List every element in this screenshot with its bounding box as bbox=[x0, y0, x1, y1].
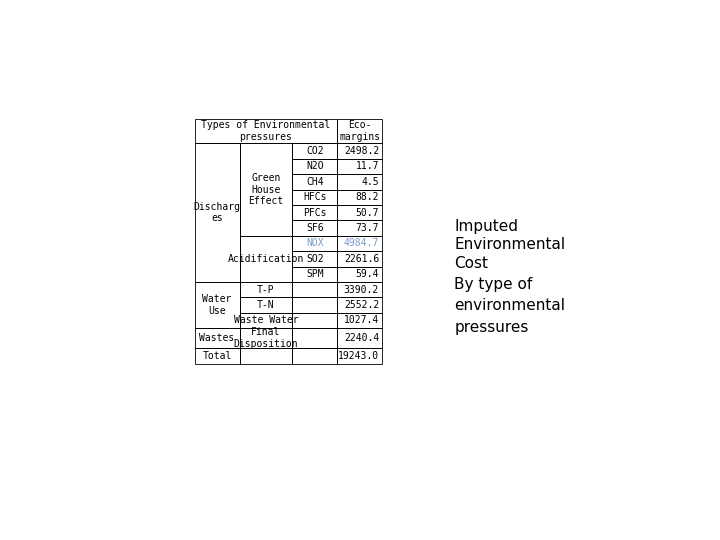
Bar bbox=[337, 328, 382, 348]
Text: CO2: CO2 bbox=[306, 146, 323, 156]
Text: 4.5: 4.5 bbox=[361, 177, 379, 187]
Text: 11.7: 11.7 bbox=[356, 161, 379, 171]
Text: Water
Use: Water Use bbox=[202, 294, 232, 316]
Bar bbox=[337, 282, 382, 298]
Bar bbox=[240, 328, 292, 348]
Text: 73.7: 73.7 bbox=[356, 223, 379, 233]
Bar bbox=[337, 159, 382, 174]
Text: 88.2: 88.2 bbox=[356, 192, 379, 202]
Text: 50.7: 50.7 bbox=[356, 208, 379, 218]
Bar bbox=[337, 348, 382, 363]
Bar bbox=[337, 298, 382, 313]
Bar bbox=[337, 205, 382, 220]
Text: NOX: NOX bbox=[306, 239, 323, 248]
Bar bbox=[292, 313, 337, 328]
Text: Total: Total bbox=[202, 351, 232, 361]
Text: Wastes: Wastes bbox=[199, 333, 235, 343]
Bar bbox=[194, 328, 240, 348]
Bar bbox=[337, 174, 382, 190]
Bar bbox=[292, 143, 337, 159]
Bar bbox=[240, 282, 292, 298]
Bar bbox=[194, 282, 240, 328]
Bar bbox=[194, 119, 337, 143]
Text: Green
House
Effect: Green House Effect bbox=[248, 173, 284, 206]
Text: SF6: SF6 bbox=[306, 223, 323, 233]
Text: Types of Environmental
pressures: Types of Environmental pressures bbox=[202, 120, 330, 142]
Text: CH4: CH4 bbox=[306, 177, 323, 187]
Bar bbox=[240, 298, 292, 313]
Text: T-P: T-P bbox=[257, 285, 275, 295]
Text: 2498.2: 2498.2 bbox=[344, 146, 379, 156]
Bar bbox=[292, 328, 337, 348]
Text: Final
Disposition: Final Disposition bbox=[233, 327, 298, 349]
Bar bbox=[292, 159, 337, 174]
Text: 2261.6: 2261.6 bbox=[344, 254, 379, 264]
Bar bbox=[337, 313, 382, 328]
Text: 1027.4: 1027.4 bbox=[344, 315, 379, 326]
Text: 2240.4: 2240.4 bbox=[344, 333, 379, 343]
Bar bbox=[337, 190, 382, 205]
Bar bbox=[337, 220, 382, 236]
Bar bbox=[240, 143, 292, 236]
Text: 19243.0: 19243.0 bbox=[338, 351, 379, 361]
Bar bbox=[337, 119, 382, 143]
Bar bbox=[292, 236, 337, 251]
Text: environmental: environmental bbox=[454, 298, 565, 313]
Text: 2552.2: 2552.2 bbox=[344, 300, 379, 310]
Text: Acidification: Acidification bbox=[228, 254, 304, 264]
Text: By type of: By type of bbox=[454, 276, 533, 292]
Bar bbox=[292, 190, 337, 205]
Bar bbox=[292, 251, 337, 267]
Text: HFCs: HFCs bbox=[303, 192, 326, 202]
Text: 59.4: 59.4 bbox=[356, 269, 379, 279]
Text: Imputed
Environmental
Cost: Imputed Environmental Cost bbox=[454, 219, 565, 271]
Bar bbox=[337, 267, 382, 282]
Bar bbox=[292, 298, 337, 313]
Bar bbox=[240, 348, 292, 363]
Text: SO2: SO2 bbox=[306, 254, 323, 264]
Bar bbox=[292, 282, 337, 298]
Text: T-N: T-N bbox=[257, 300, 275, 310]
Bar bbox=[194, 143, 240, 282]
Text: Waste Water: Waste Water bbox=[233, 315, 298, 326]
Text: PFCs: PFCs bbox=[303, 208, 326, 218]
Bar bbox=[337, 251, 382, 267]
Bar bbox=[292, 205, 337, 220]
Text: N2O: N2O bbox=[306, 161, 323, 171]
Bar bbox=[337, 236, 382, 251]
Bar bbox=[292, 174, 337, 190]
Bar bbox=[292, 348, 337, 363]
Text: SPM: SPM bbox=[306, 269, 323, 279]
Text: pressures: pressures bbox=[454, 320, 528, 335]
Text: Discharg
es: Discharg es bbox=[194, 202, 240, 224]
Text: Eco-
margins: Eco- margins bbox=[339, 120, 380, 142]
Text: 4984.7: 4984.7 bbox=[344, 239, 379, 248]
Bar bbox=[337, 143, 382, 159]
Bar bbox=[240, 236, 292, 282]
Text: 3390.2: 3390.2 bbox=[344, 285, 379, 295]
Bar bbox=[292, 220, 337, 236]
Bar bbox=[240, 313, 292, 328]
Bar bbox=[292, 267, 337, 282]
Bar bbox=[194, 348, 240, 363]
